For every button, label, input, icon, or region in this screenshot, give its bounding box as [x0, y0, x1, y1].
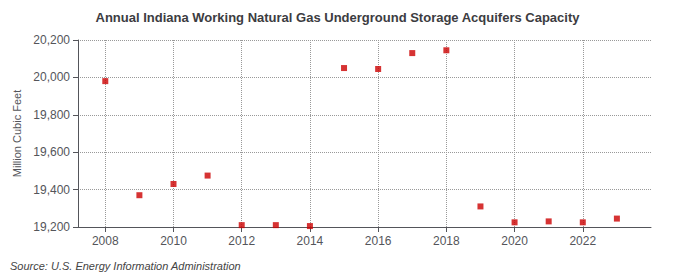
svg-text:2014: 2014 [297, 234, 324, 248]
svg-text:Source: U.S. Energy Informatio: Source: U.S. Energy Information Administ… [10, 260, 241, 272]
svg-text:19,600: 19,600 [33, 145, 70, 159]
svg-text:19,200: 19,200 [33, 220, 70, 234]
svg-text:Annual Indiana Working Natural: Annual Indiana Working Natural Gas Under… [96, 10, 581, 25]
svg-text:2020: 2020 [501, 234, 528, 248]
svg-text:2016: 2016 [365, 234, 392, 248]
svg-text:Million Cubic Feet: Million Cubic Feet [11, 90, 23, 177]
svg-text:2008: 2008 [92, 234, 119, 248]
svg-text:2010: 2010 [160, 234, 187, 248]
svg-text:20,000: 20,000 [33, 70, 70, 84]
svg-text:2012: 2012 [228, 234, 255, 248]
svg-text:2018: 2018 [433, 234, 460, 248]
svg-text:19,400: 19,400 [33, 183, 70, 197]
svg-text:20,200: 20,200 [33, 33, 70, 47]
svg-text:2022: 2022 [569, 234, 596, 248]
svg-text:19,800: 19,800 [33, 108, 70, 122]
